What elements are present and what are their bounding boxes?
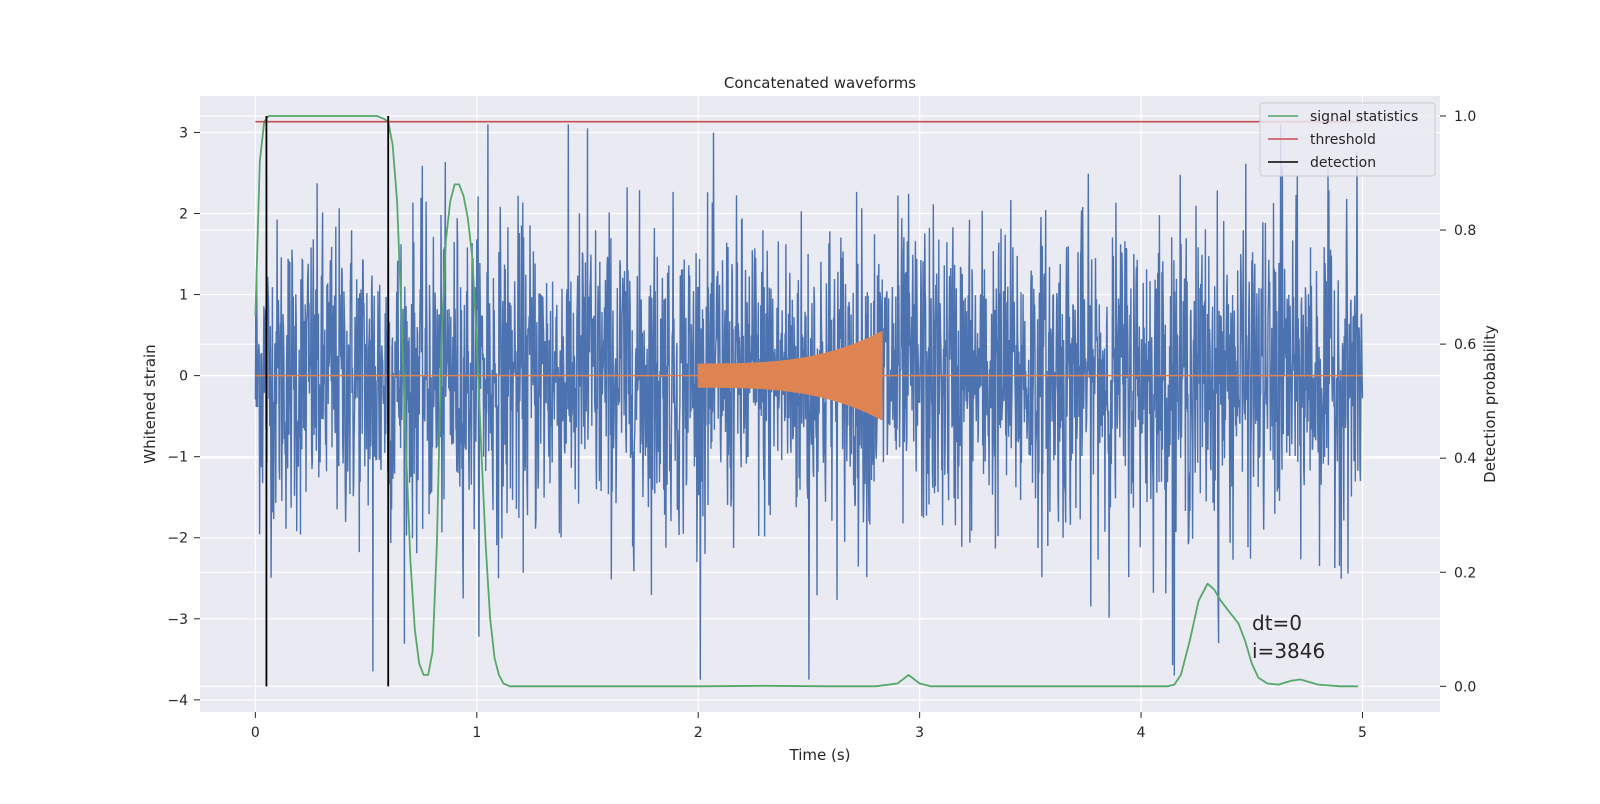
- x-tick-label: 1: [472, 725, 481, 741]
- chart-title: Concatenated waveforms: [724, 74, 916, 92]
- x-axis-label: Time (s): [789, 746, 851, 764]
- y2-tick-label: 0.6: [1454, 337, 1476, 353]
- y-tick-label: 0: [179, 369, 188, 385]
- legend-label-threshold: threshold: [1310, 132, 1376, 148]
- y-tick-label: −1: [167, 450, 188, 466]
- x-tick-label: 2: [694, 725, 703, 741]
- y2-tick-label: 0.0: [1454, 679, 1476, 695]
- y-tick-label: −2: [167, 531, 188, 547]
- x-tick-label: 0: [251, 725, 260, 741]
- y-tick-label: −3: [167, 612, 188, 628]
- y-tick-label: 3: [179, 125, 188, 141]
- annotation-dt: dt=0: [1252, 611, 1302, 635]
- y-tick-label: 2: [179, 207, 188, 223]
- tick-labels: 0 1 2 3 4 5 −4 −3 −2 −1 0 1 2 3 0.0 0.2 0.4 0.6 0.8 1.0: [167, 109, 1476, 741]
- legend: signal statistics threshold detection: [1259, 102, 1436, 177]
- annotation-box: dt=0 i=3846: [1252, 611, 1325, 663]
- y2-axis-label: Detection probability: [1481, 325, 1499, 483]
- y-tick-label: 1: [179, 288, 188, 304]
- y-axis-label: Whitened strain: [141, 344, 159, 463]
- x-tick-label: 5: [1358, 725, 1367, 741]
- legend-label-signal-statistics: signal statistics: [1310, 109, 1418, 125]
- annotation-index: i=3846: [1252, 639, 1325, 663]
- y2-tick-label: 0.2: [1454, 565, 1476, 581]
- x-tick-label: 4: [1137, 725, 1146, 741]
- detection-probability-series: [254, 115, 1363, 688]
- legend-label-detection: detection: [1310, 155, 1376, 171]
- chirp-line: [697, 331, 883, 421]
- y2-tick-label: 1.0: [1454, 109, 1476, 125]
- whitened-strain-line: [254, 124, 1364, 680]
- y2-tick-label: 0.4: [1454, 451, 1476, 467]
- legend-frame: [1259, 102, 1436, 177]
- x-tick-label: 3: [915, 725, 924, 741]
- y-tick-label: −4: [167, 693, 188, 709]
- y2-tick-label: 0.8: [1454, 223, 1476, 239]
- whitened-strain-series: [254, 124, 1364, 680]
